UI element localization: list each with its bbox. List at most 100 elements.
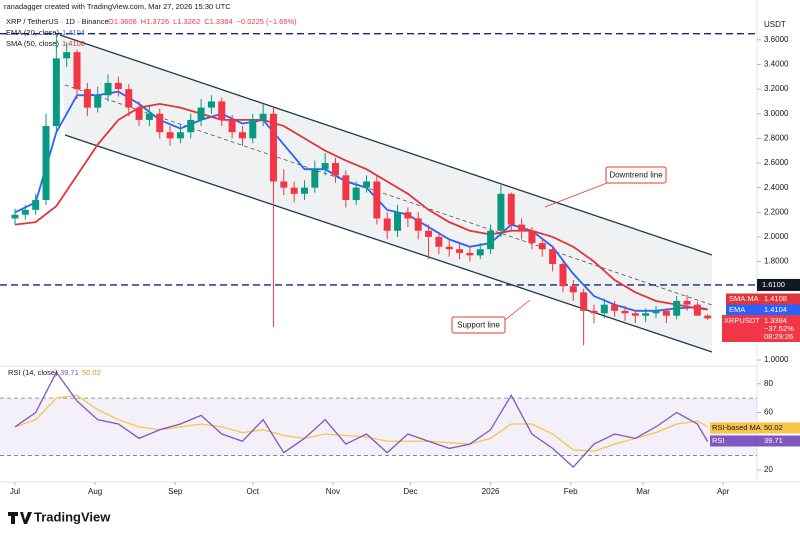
y-tick-label: 2.0000 [764,232,789,241]
x-tick-label: Mar [636,487,650,496]
series-line [14,394,709,452]
candle-body [569,286,577,293]
downtrend-line [59,34,713,256]
annotation: Support line [457,321,500,330]
series-tag-value: 1.4104 [764,305,787,314]
x-tick-label: Aug [88,487,102,496]
callout-line [544,182,608,208]
candle-body [621,310,629,314]
candle-body [207,101,215,108]
candle-body [414,218,422,231]
rsi-tag-name: RSI-based MA [712,423,761,432]
candle-body [363,181,371,188]
candle-body [528,230,536,244]
x-tick-label: Apr [717,487,730,496]
candle-body [538,243,546,250]
candle-body [580,292,588,311]
rsi-title: RSI (14, close) [8,368,58,377]
x-tick-label: Jul [10,487,20,496]
y-tick-label: 3.0000 [764,109,789,118]
candle-body [269,113,277,182]
currency: USDT [764,20,786,29]
candle-body [176,132,184,139]
candle-body [290,187,298,194]
y-tick-label: 60 [764,408,773,417]
series-tag [726,304,800,316]
footer: TradingView [34,509,111,524]
candle-body [83,89,91,108]
y-tick-label: 2.2000 [764,207,789,216]
candle-body [94,95,102,108]
candle-body [662,310,670,316]
symbol-title: XRP / TetherUS · 1D · Binance [6,17,109,26]
legend-entry: SMA (50, close) [6,39,59,48]
legend-value: 1.4108 [62,39,85,48]
candle-body [631,313,639,316]
legend-value: 39.71 [60,368,79,377]
callout-box [605,166,667,184]
y-tick-label: 20 [764,465,773,474]
candle-body [104,82,112,96]
candle-body [373,181,381,219]
series-line [14,102,708,311]
candle-body [228,119,236,133]
candle-body [187,119,195,133]
rsi-tag-value: 39.71 [764,436,783,445]
level-tag [757,278,800,291]
series-tag [726,293,800,305]
ohlc-value: L1.3262 [173,17,200,26]
y-tick-label: 1.8000 [764,257,789,266]
rsi-tag-name: RSI [712,436,725,445]
candle-body [259,113,267,120]
candle-body [642,313,650,316]
legend-value: 50.02 [82,368,101,377]
rsi-tag [710,435,800,447]
ohlc-value: O1.3608 [108,17,137,26]
legend-entry: EMA (20, close) [6,28,59,37]
last-price-tag [722,315,800,342]
candle-body [466,252,474,256]
ohlc-value: H1.3726 [141,17,169,26]
candle-body [518,224,526,231]
annotation: Downtrend line [609,171,663,180]
series-tag-value: 1.4108 [764,294,787,303]
candle-body [249,119,257,139]
y-tick-label: 3.6000 [764,35,789,44]
candle-body [311,169,319,188]
candle-body [352,187,360,200]
candle-body [559,264,567,287]
legend-value: 1.4104 [62,28,85,37]
candle-body [63,52,71,59]
y-tick-label: 2.6000 [764,158,789,167]
mid-line [64,84,713,306]
last-tag: −37.52% [764,324,794,333]
y-tick-label: 2.8000 [764,133,789,142]
candle-body [445,246,453,250]
x-tick-label: Dec [403,487,417,496]
candle-body [456,249,464,253]
series-tag-name: EMA [729,305,745,314]
candle-body [476,249,484,256]
candle-body [135,107,143,120]
candle-body [156,113,164,133]
logo [8,512,32,524]
candle-body [549,249,557,265]
rsi-band-fill [0,398,757,456]
series-line [14,371,709,468]
candle-body [42,126,50,200]
candle-body [145,113,153,120]
candle-body [166,132,174,139]
x-tick-label: Nov [326,487,340,496]
candle-body [114,82,122,90]
y-tick-label: 3.4000 [764,60,789,69]
callout-box [451,316,506,334]
series-tag-name: SMA:MA [729,294,759,303]
candle-body [652,310,660,314]
x-tick-label: Sep [168,487,183,496]
candle-body [21,209,29,215]
candle-body [600,304,608,314]
candle-body [435,236,443,247]
x-tick-label: Feb [564,487,578,496]
